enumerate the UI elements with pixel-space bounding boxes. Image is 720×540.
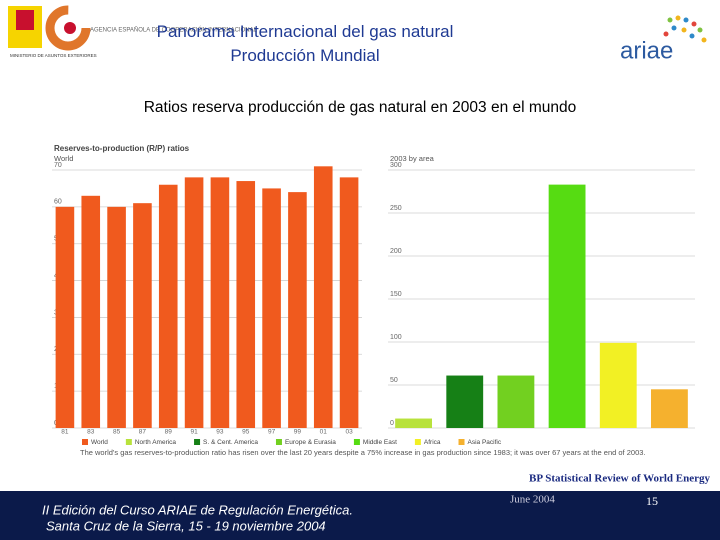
slide-subtitle: Producción Mundial [230,46,380,65]
bar [81,195,101,428]
legend-swatch [414,439,421,445]
aeci-dot [64,22,76,34]
bar [599,342,637,428]
x-tick-label: 03 [345,429,353,436]
aeci-logo [45,5,91,51]
ministry-crest [16,10,34,30]
bar [395,418,433,428]
y-tick-label: 250 [390,205,402,212]
x-tick-label: 01 [320,429,328,436]
panel-title: Reserves-to-production (R/P) ratios [54,144,190,153]
x-tick-label: 93 [216,429,224,436]
chart-subtitle: World [54,154,73,163]
x-tick-label: 95 [242,429,250,436]
y-tick-label: 100 [390,334,402,341]
y-tick-label: 200 [390,248,402,255]
heading: Ratios reserva producción de gas natural… [144,99,577,116]
legend-label: Asia Pacific [468,439,502,446]
x-tick-label: 89 [165,429,173,436]
source: BP Statistical Review of World Energy [529,473,710,485]
bar [107,206,126,428]
footer-band [0,491,720,540]
legend-label: Middle East [363,439,397,446]
legend-label: World [91,439,108,446]
chart-subtitle: 2003 by area [390,154,435,163]
legend-swatch [125,439,132,445]
agency-text: AGENCIA ESPAÑOLA DE COOPERACIÓN INTERNAC… [90,27,258,34]
brand: ariae [620,37,673,64]
x-tick-label: 85 [113,429,121,436]
bar [313,166,333,429]
x-tick-label: 87 [139,429,147,436]
bar [55,206,75,428]
bar [184,177,204,428]
legend-label: S. & Cent. America [203,439,258,446]
legend-swatch [458,439,465,445]
x-tick-label: 83 [87,429,95,436]
bar [339,177,359,428]
slide-title: Panorama Internacional del gas natural [156,22,454,41]
bar [548,184,586,428]
ariae-dots [663,15,707,43]
ministry-text: MINISTERIO DE ASUNTOS EXTERIORES [10,53,97,58]
y-tick-label: 50 [390,377,398,384]
legend-swatch [353,439,360,445]
bar [210,177,230,428]
footer-line: II Edición del Curso ARIAE de Regulación… [42,502,353,517]
page-number: 15 [646,494,658,508]
legend-swatch [275,439,282,445]
bar [158,184,178,428]
legend-label: North America [135,439,177,446]
legend-swatch [194,439,201,445]
legend-label: Europe & Eurasia [285,439,336,446]
legend-swatch [82,439,88,445]
bar [262,188,281,428]
chart-panel [50,138,698,470]
footnote: The world's gas reserves-to-production r… [80,448,646,457]
bar [133,203,152,428]
x-tick-label: 91 [190,429,198,436]
x-tick-label: 81 [61,429,69,436]
bar [650,389,688,428]
y-tick-label: 300 [390,162,402,169]
y-tick-label: 150 [390,291,402,298]
y-tick-label: 0 [390,420,394,427]
x-tick-label: 97 [268,429,276,436]
bar [236,181,256,428]
legend-label: Africa [424,439,441,446]
footer-line: Santa Cruz de la Sierra, 15 - 19 noviemb… [46,518,326,533]
bar [497,375,535,428]
x-tick-label: 99 [294,429,302,436]
y-tick-label: 70 [54,162,62,169]
bar [288,192,307,428]
date: June 2004 [510,494,555,506]
y-tick-label: 60 [54,199,62,206]
bar [446,375,484,428]
